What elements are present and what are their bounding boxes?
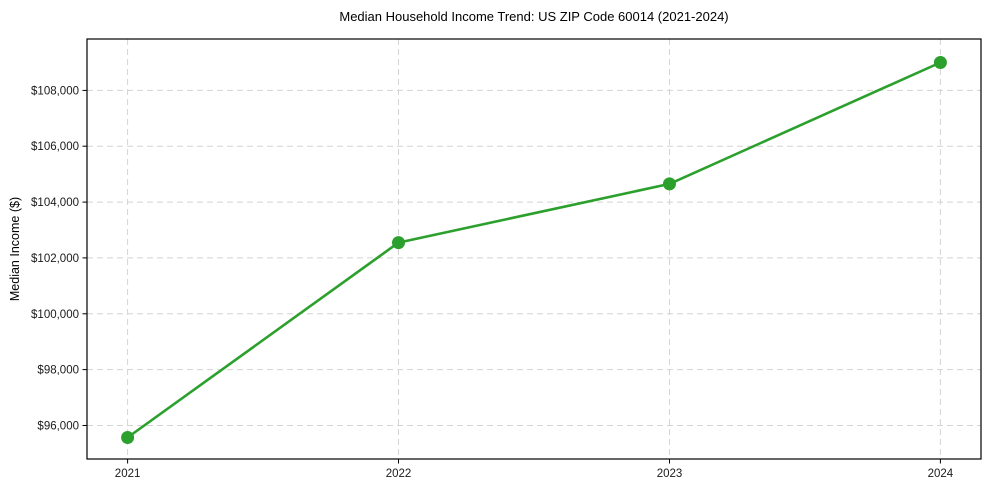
y-tick-label: $104,000 [31,197,79,209]
y-tick-label: $102,000 [31,253,79,265]
y-tick-label: $96,000 [37,421,79,433]
y-tick-label: $98,000 [37,365,79,377]
data-point-2022 [392,236,405,250]
trend-line [126,61,942,439]
x-tick-label: 2022 [386,468,412,480]
x-tick-label: 2021 [115,468,141,480]
data-point-2021 [121,431,135,444]
data-point-2024 [933,56,947,69]
y-tick-label: $106,000 [31,141,79,153]
y-tick-label: $108,000 [31,85,79,97]
plot-border [86,38,982,460]
x-tick-label: 2024 [928,468,954,480]
x-tick-label: 2023 [657,468,683,480]
data-point-2023 [663,177,676,191]
y-tick-label: $100,000 [31,309,79,321]
chart-title: Median Household Income Trend: US ZIP Co… [339,9,729,24]
